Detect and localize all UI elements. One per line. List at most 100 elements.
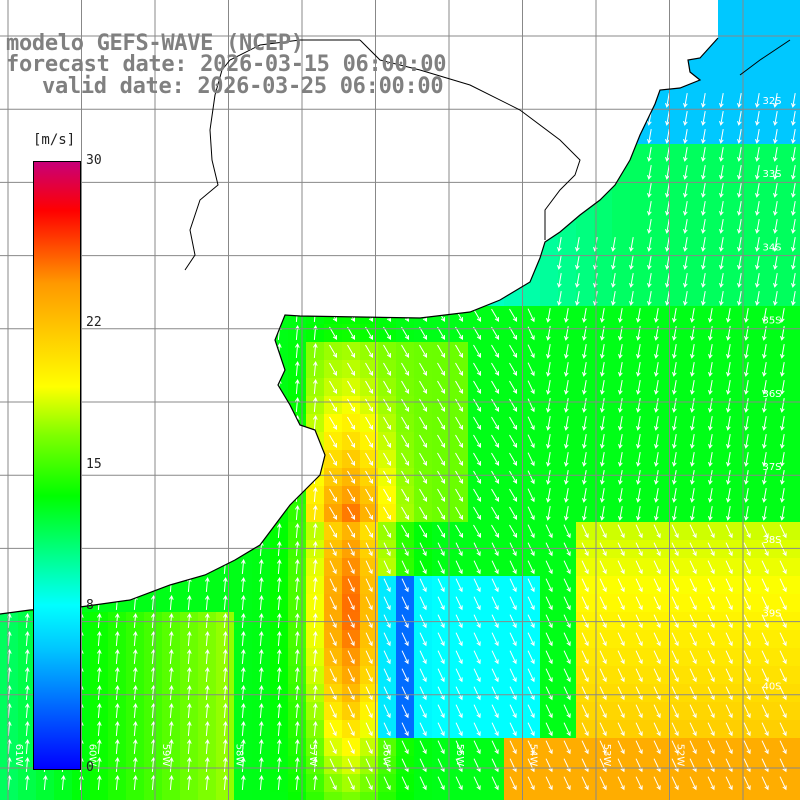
wind-arrow — [725, 740, 733, 755]
wind-arrow — [473, 578, 481, 593]
wind-arrow — [329, 776, 337, 791]
wind-arrow — [204, 594, 210, 611]
wind-arrow — [564, 434, 569, 449]
wind-arrow — [419, 596, 427, 611]
wind-arrow — [762, 308, 767, 323]
longitude-label: 61W — [13, 744, 24, 767]
wind-arrow — [725, 704, 733, 719]
wind-cell — [666, 216, 685, 235]
wind-arrow — [563, 704, 571, 719]
wind-arrow — [168, 612, 174, 629]
wind-arrow — [473, 740, 481, 755]
wind-arrow — [779, 722, 787, 737]
wind-arrow — [527, 758, 535, 773]
wind-arrow — [329, 380, 338, 394]
wind-cell — [792, 144, 800, 163]
wind-arrow — [726, 506, 731, 521]
wind-cell — [792, 360, 800, 379]
wind-arrow — [401, 596, 409, 611]
wind-cell — [774, 252, 793, 271]
wind-arrow — [719, 273, 724, 288]
wind-arrow — [773, 183, 778, 198]
wind-cell — [792, 666, 800, 685]
wind-arrow — [617, 596, 625, 611]
wind-arrow — [401, 560, 409, 575]
wind-arrow — [527, 434, 535, 449]
wind-arrow — [240, 594, 246, 611]
wind-arrow — [683, 111, 688, 126]
wind-arrow — [401, 776, 409, 791]
wind-cell — [630, 234, 649, 253]
wind-arrow — [491, 488, 500, 502]
wind-arrow — [672, 470, 677, 485]
wind-arrow — [24, 702, 30, 719]
wind-arrow — [114, 684, 120, 701]
wind-cell — [684, 270, 703, 289]
wind-arrow — [401, 614, 409, 629]
wind-arrow — [96, 756, 102, 773]
wind-arrow — [665, 273, 670, 288]
wind-arrow — [617, 560, 625, 575]
wind-arrow — [258, 666, 264, 683]
wind-arrow — [347, 344, 356, 358]
wind-cell — [738, 198, 757, 217]
longitude-label: 58W — [234, 744, 245, 767]
wind-arrow — [527, 722, 535, 737]
wind-arrow — [719, 219, 724, 234]
wind-arrow — [419, 578, 427, 593]
wind-arrow — [581, 650, 589, 665]
wind-arrow — [437, 398, 446, 412]
wind-arrow — [563, 650, 571, 665]
wind-arrow — [222, 648, 228, 665]
wind-arrow — [329, 344, 338, 358]
wind-arrow — [708, 434, 713, 449]
wind-arrow — [546, 416, 551, 431]
wind-cell — [540, 252, 559, 271]
wind-arrow — [527, 308, 535, 323]
wind-arrow — [744, 344, 749, 359]
wind-arrow — [132, 684, 138, 701]
wind-arrow — [755, 219, 760, 234]
wind-arrow — [671, 524, 679, 539]
wind-arrow — [455, 416, 464, 430]
wind-arrow — [725, 560, 733, 575]
colorbar-tick-label: 15 — [86, 456, 102, 472]
wind-arrow — [509, 398, 518, 412]
wind-arrow — [653, 542, 661, 557]
wind-arrow — [455, 560, 463, 575]
wind-arrow — [527, 506, 535, 521]
wind-arrow — [294, 612, 300, 629]
wind-arrow — [683, 201, 688, 216]
wind-arrow — [419, 740, 427, 755]
wind-arrow — [96, 612, 102, 629]
wind-cell — [666, 162, 685, 181]
wind-cell — [684, 162, 703, 181]
wind-arrow — [582, 416, 587, 431]
wind-cell — [792, 522, 800, 541]
wind-arrow — [312, 612, 318, 629]
wind-arrow — [725, 776, 733, 791]
wind-arrow — [780, 488, 785, 503]
wind-arrow — [419, 488, 428, 502]
wind-arrow — [294, 684, 300, 701]
wind-arrow — [617, 632, 625, 647]
wind-arrow — [491, 524, 500, 538]
wind-arrow — [276, 702, 282, 719]
wind-arrow — [455, 452, 464, 466]
latitude-label: 40S — [762, 682, 781, 693]
wind-arrow — [222, 612, 228, 629]
wind-arrow — [509, 596, 517, 611]
wind-arrow — [743, 614, 751, 629]
wind-arrow — [761, 704, 769, 719]
wind-arrow — [276, 540, 282, 557]
wind-arrow — [725, 596, 733, 611]
wind-arrow — [186, 648, 192, 665]
wind-arrow — [689, 614, 697, 629]
wind-arrow — [545, 740, 553, 755]
wind-arrow — [582, 488, 587, 503]
wind-arrow — [581, 740, 589, 755]
wind-cell — [792, 234, 800, 253]
wind-arrow — [647, 273, 652, 288]
wind-cell — [792, 162, 800, 181]
wind-arrow — [707, 542, 715, 557]
